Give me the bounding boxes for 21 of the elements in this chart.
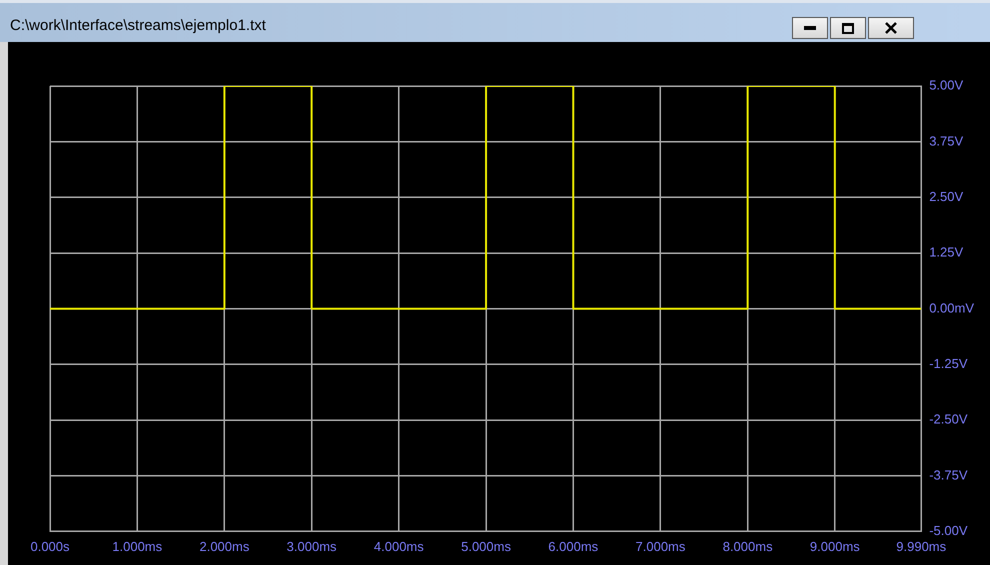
x-tick-label: 7.000ms — [636, 538, 686, 554]
x-tick-label: 1.000ms — [112, 538, 163, 554]
x-tick-label: 5.000ms — [461, 538, 512, 554]
x-tick-label: 9.990ms — [896, 538, 947, 554]
x-tick-label: 0.000s — [30, 538, 70, 554]
y-tick-label: -2.50V — [929, 412, 968, 427]
y-tick-label: 2.50V — [929, 188, 964, 204]
y-tick-label: 1.25V — [929, 244, 964, 260]
x-tick-label: 3.000ms — [286, 538, 338, 554]
x-tick-label: 4.000ms — [374, 538, 424, 554]
x-tick-label: 8.000ms — [722, 538, 774, 554]
x-tick-label: 9.000ms — [810, 538, 860, 554]
y-tick-label: -5.00V — [929, 522, 968, 538]
x-tick-label: 6.000ms — [548, 538, 599, 554]
chart-title: C:\work\Interface\streams\ejemplo1.txt — [10, 17, 266, 34]
y-tick-label: -3.75V — [929, 467, 968, 482]
y-tick-label: -1.25V — [929, 356, 968, 371]
y-tick-label: 3.75V — [929, 133, 964, 148]
y-tick-label: 0.00mV — [929, 300, 974, 316]
y-tick-label: 5.00V — [929, 78, 964, 93]
x-tick-label: 2.000ms — [199, 538, 250, 554]
